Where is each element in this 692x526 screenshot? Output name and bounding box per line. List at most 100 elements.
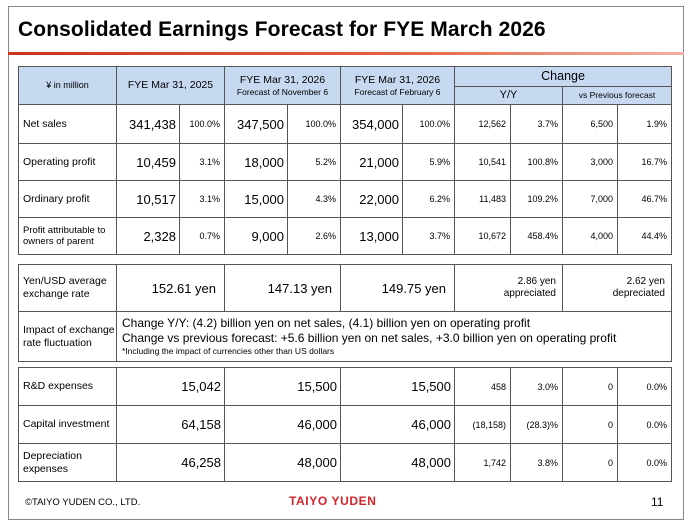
- yy-amount: (18,158): [454, 405, 511, 444]
- table-row: Impact of exchange rate fluctuation Chan…: [18, 311, 672, 362]
- nov-value: 15,500: [224, 367, 341, 406]
- nov-ratio: 2.6%: [287, 217, 341, 255]
- fy25-header: FYE Mar 31, 2025: [116, 66, 225, 105]
- feb-value: 13,000: [340, 217, 403, 255]
- fy25-value: 2,328: [116, 217, 180, 255]
- feb-value: 22,000: [340, 180, 403, 218]
- feb-value: 21,000: [340, 143, 403, 181]
- yy-percent: 3.7%: [510, 104, 564, 144]
- yy-amount: 10,541: [454, 143, 512, 181]
- row-label: Depreciation expenses: [18, 443, 117, 482]
- vs-amount: 3,000: [562, 143, 619, 181]
- copyright-notice: ©TAIYO YUDEN CO., LTD.: [25, 497, 141, 508]
- feb-value: 46,000: [340, 405, 455, 444]
- row-label: Profit attributable to owners of parent: [18, 217, 117, 255]
- vs-percent: 0.0%: [617, 405, 672, 444]
- change-header: Change: [454, 66, 673, 87]
- fx-fy25: 152.61 yen: [116, 264, 225, 312]
- yy-percent: 458.4%: [510, 217, 564, 255]
- nov-value: 347,500: [224, 104, 288, 144]
- yy-percent: 3.0%: [510, 367, 563, 406]
- vs-percent: 0.0%: [617, 443, 672, 482]
- fy25-value: 15,042: [116, 367, 225, 406]
- table-row: Net sales 341,438 100.0% 347,500 100.0% …: [18, 104, 673, 144]
- yy-percent: 3.8%: [510, 443, 563, 482]
- yy-amount: 1,742: [454, 443, 511, 482]
- fx-vs-change: 2.62 yen depreciated: [562, 264, 672, 312]
- vs-amount: 4,000: [562, 217, 619, 255]
- nov-value: 18,000: [224, 143, 288, 181]
- nov-ratio: 4.3%: [287, 180, 341, 218]
- row-label: Capital investment: [18, 405, 117, 444]
- yy-percent: 109.2%: [510, 180, 564, 218]
- row-label: Ordinary profit: [18, 180, 117, 218]
- nov-forecast-header: FYE Mar 31, 2026 Forecast of November 6: [224, 66, 341, 105]
- feb-ratio: 100.0%: [401, 104, 456, 144]
- nov-value: 9,000: [224, 217, 288, 255]
- table-row: Operating profit 10,459 3.1% 18,000 5.2%…: [18, 143, 673, 181]
- feb-ratio: 3.7%: [401, 217, 456, 255]
- earnings-table: ¥ in million FYE Mar 31, 2025 FYE Mar 31…: [18, 66, 673, 255]
- impact-yy-text: Change Y/Y: (4.2) billion yen on net sal…: [122, 316, 531, 330]
- fy25-value: 64,158: [116, 405, 225, 444]
- nov-ratio: 100.0%: [287, 104, 341, 144]
- fy25-value: 341,438: [116, 104, 180, 144]
- yy-header: Y/Y: [454, 86, 564, 105]
- yy-percent: 100.8%: [510, 143, 564, 181]
- row-label: R&D expenses: [18, 367, 117, 406]
- table-row: Depreciation expenses 46,258 48,000 48,0…: [18, 443, 672, 482]
- feb-ratio: 5.9%: [401, 143, 456, 181]
- feb-ratio: 6.2%: [401, 180, 456, 218]
- table-row: Profit attributable to owners of parent …: [18, 217, 673, 255]
- investment-table: R&D expenses 15,042 15,500 15,500 458 3.…: [18, 367, 672, 482]
- feb-value: 354,000: [340, 104, 403, 144]
- row-label: Operating profit: [18, 143, 117, 181]
- vs-amount: 0: [562, 367, 618, 406]
- vs-amount: 0: [562, 405, 618, 444]
- fy25-value: 10,517: [116, 180, 180, 218]
- title-underline: [8, 52, 684, 55]
- feb-value: 48,000: [340, 443, 455, 482]
- impact-vs-text: Change vs previous forecast: +5.6 billio…: [122, 331, 617, 345]
- nov-value: 15,000: [224, 180, 288, 218]
- vs-percent: 44.4%: [617, 217, 673, 255]
- feb-value: 15,500: [340, 367, 455, 406]
- fx-yy-change: 2.86 yen appreciated: [454, 264, 563, 312]
- fy25-value: 46,258: [116, 443, 225, 482]
- vs-percent: 0.0%: [617, 367, 672, 406]
- unit-header: ¥ in million: [18, 66, 117, 105]
- vs-percent: 1.9%: [617, 104, 673, 144]
- nov-value: 46,000: [224, 405, 341, 444]
- page-number: 11: [651, 495, 664, 509]
- vs-percent: 16.7%: [617, 143, 673, 181]
- row-label: Net sales: [18, 104, 117, 144]
- yy-amount: 11,483: [454, 180, 512, 218]
- impact-description: Change Y/Y: (4.2) billion yen on net sal…: [116, 311, 672, 362]
- fy25-ratio: 3.1%: [179, 180, 225, 218]
- table-row: R&D expenses 15,042 15,500 15,500 458 3.…: [18, 367, 672, 406]
- nov-ratio: 5.2%: [287, 143, 341, 181]
- vs-amount: 7,000: [562, 180, 619, 218]
- table-row: Ordinary profit 10,517 3.1% 15,000 4.3% …: [18, 180, 673, 218]
- fx-feb: 149.75 yen: [340, 264, 455, 312]
- fy25-ratio: 3.1%: [179, 143, 225, 181]
- impact-footnote: *Including the impact of currencies othe…: [122, 346, 335, 356]
- yy-amount: 458: [454, 367, 511, 406]
- impact-label: Impact of exchange rate fluctuation: [18, 311, 117, 362]
- vs-amount: 0: [562, 443, 618, 482]
- company-logo: TAIYO YUDEN: [289, 494, 377, 508]
- yy-percent: (28.3)%: [510, 405, 563, 444]
- exchange-rate-table: Yen/USD average exchange rate 152.61 yen…: [18, 264, 672, 362]
- fy25-ratio: 0.7%: [179, 217, 225, 255]
- yy-amount: 12,562: [454, 104, 512, 144]
- yy-amount: 10,672: [454, 217, 512, 255]
- fx-nov: 147.13 yen: [224, 264, 341, 312]
- table-row: Yen/USD average exchange rate 152.61 yen…: [18, 264, 672, 312]
- vs-amount: 6,500: [562, 104, 619, 144]
- vs-previous-header: vs Previous forecast: [562, 86, 673, 105]
- feb-forecast-header: FYE Mar 31, 2026 Forecast of February 6: [339, 66, 456, 105]
- table-row: Capital investment 64,158 46,000 46,000 …: [18, 405, 672, 444]
- nov-value: 48,000: [224, 443, 341, 482]
- fy25-value: 10,459: [116, 143, 180, 181]
- fy25-ratio: 100.0%: [179, 104, 225, 144]
